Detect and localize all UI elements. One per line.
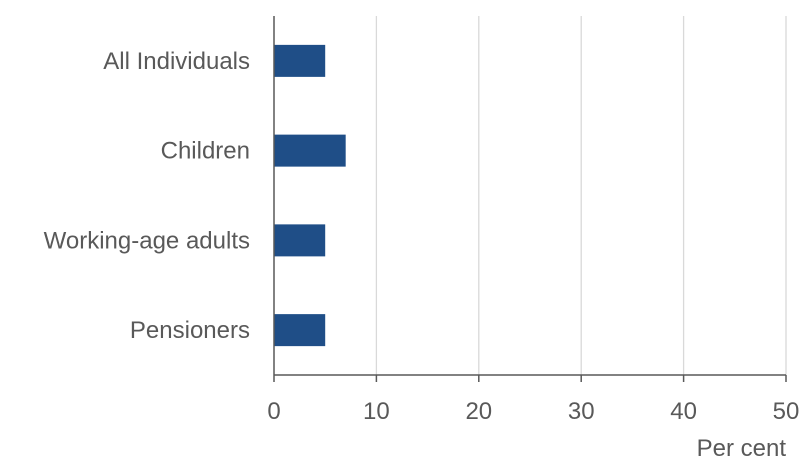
category-label: Pensioners <box>130 317 250 344</box>
category-label: Children <box>161 138 250 165</box>
bar-children <box>274 134 346 167</box>
x-tick-label: 50 <box>773 398 800 425</box>
category-label: All Individuals <box>103 48 250 75</box>
x-tick-label: 20 <box>465 398 492 425</box>
bar-working-age-adults <box>274 224 326 257</box>
x-tick-label: 30 <box>568 398 595 425</box>
bars <box>274 44 346 347</box>
bar-pensioners <box>274 314 326 347</box>
x-ticks: 0 10 20 30 40 50 <box>267 375 799 425</box>
x-axis-title: Per cent <box>697 435 787 458</box>
x-tick-label: 40 <box>670 398 697 425</box>
bar-all-individuals <box>274 44 326 77</box>
x-tick-label: 10 <box>363 398 390 425</box>
gridlines <box>375 16 787 375</box>
x-tick-label: 0 <box>267 398 280 425</box>
category-label: Working-age adults <box>44 227 250 254</box>
category-labels: All Individuals Children Working-age adult… <box>44 48 250 344</box>
